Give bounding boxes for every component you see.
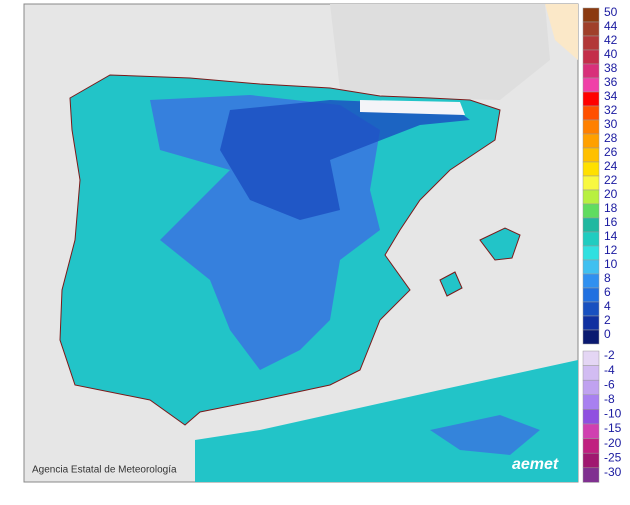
legend-label: 42: [604, 33, 618, 47]
legend-label: 34: [604, 89, 618, 103]
legend-swatch: [582, 365, 600, 381]
legend-swatch: [582, 301, 600, 317]
legend-label: -8: [604, 392, 615, 406]
legend-swatch: [582, 63, 600, 79]
cold-core: [220, 100, 470, 220]
legend-label: 18: [604, 201, 618, 215]
legend-swatch: [582, 35, 600, 51]
legend-swatch: [582, 217, 600, 233]
legend-swatch: [582, 315, 600, 331]
legend-label: 0: [604, 327, 611, 341]
legend-label: 6: [604, 285, 611, 299]
snow: [360, 100, 465, 115]
legend-swatch: [582, 21, 600, 37]
legend-label: -25: [604, 450, 622, 464]
legend-swatch: [582, 175, 600, 191]
map: [59, 4, 578, 482]
legend-swatch: [582, 379, 600, 396]
legend-swatch: [582, 438, 600, 454]
legend: 5044424038363432302826242220181614121086…: [582, 5, 622, 483]
legend-swatch: [582, 350, 600, 366]
legend-label: -15: [604, 421, 622, 435]
legend-swatch: [582, 245, 600, 261]
legend-label: 30: [604, 117, 618, 131]
legend-swatch: [582, 409, 600, 425]
legend-swatch: [582, 161, 600, 177]
logo: aemet: [512, 456, 559, 473]
legend-swatch: [582, 259, 600, 275]
legend-label: 20: [604, 187, 618, 201]
legend-label: 4: [604, 299, 611, 313]
legend-label: 38: [604, 61, 618, 75]
balearics: [439, 227, 521, 297]
legend-label: 10: [604, 257, 618, 271]
legend-label: 12: [604, 243, 618, 257]
legend-label: 2: [604, 313, 611, 327]
legend-label: -10: [604, 407, 622, 421]
legend-label: -30: [604, 465, 622, 479]
legend-swatch: [582, 77, 600, 93]
credit: Agencia Estatal de Meteorología: [32, 465, 177, 476]
legend-swatch: [582, 105, 600, 121]
legend-swatch: [582, 423, 600, 439]
legend-label: 16: [604, 215, 618, 229]
legend-label: 26: [604, 145, 618, 159]
legend-swatch: [582, 467, 600, 483]
legend-swatch: [582, 119, 600, 135]
legend-label: 50: [604, 5, 618, 19]
land-beige: [545, 4, 578, 60]
legend-label: 14: [604, 229, 618, 243]
legend-label: -2: [604, 348, 615, 362]
legend-swatch: [582, 394, 600, 410]
legend-swatch: [582, 273, 600, 289]
france: [330, 4, 550, 100]
legend-swatch: [582, 189, 600, 205]
legend-swatch: [582, 329, 600, 345]
legend-label: 8: [604, 271, 611, 285]
legend-swatch: [582, 452, 600, 469]
legend-label: 28: [604, 131, 618, 145]
legend-label: 44: [604, 19, 618, 33]
legend-label: 22: [604, 173, 618, 187]
legend-label: -20: [604, 436, 622, 450]
legend-label: 32: [604, 103, 618, 117]
legend-swatch: [582, 49, 600, 65]
legend-label: 36: [604, 75, 618, 89]
legend-swatch: [582, 147, 600, 163]
legend-swatch: [582, 203, 600, 219]
atlas: [430, 415, 540, 455]
legend-swatch: [582, 133, 600, 149]
legend-label: -6: [604, 377, 615, 391]
legend-swatch: [582, 7, 600, 23]
legend-label: 24: [604, 159, 618, 173]
legend-swatch: [582, 231, 600, 247]
legend-swatch: [582, 287, 600, 303]
legend-label: 40: [604, 47, 618, 61]
legend-label: -4: [604, 363, 615, 377]
legend-swatch: [582, 91, 600, 107]
